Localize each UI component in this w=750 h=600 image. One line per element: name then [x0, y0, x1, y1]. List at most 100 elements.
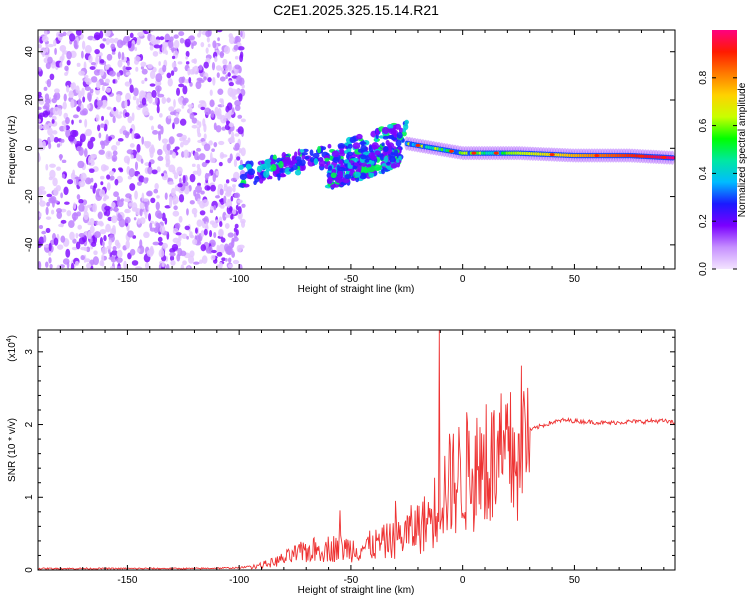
heatmap-cell	[53, 237, 59, 246]
heatmap-cell	[158, 132, 162, 141]
heatmap-cell	[141, 68, 148, 75]
heatmap-cell	[165, 158, 171, 166]
heatmap-cell	[42, 124, 50, 131]
heatmap-cell	[173, 117, 180, 125]
heatmap-cell	[126, 149, 134, 155]
heatmap-cell	[260, 163, 268, 170]
heatmap-cell	[227, 232, 234, 238]
heatmap-cell	[207, 43, 211, 48]
heatmap-cell	[46, 193, 53, 198]
heatmap-cell	[106, 245, 112, 250]
heatmap-cell	[159, 36, 165, 41]
heatmap-cell	[206, 186, 211, 191]
heatmap-cell	[191, 124, 198, 129]
heatmap-cell	[373, 164, 382, 172]
heatmap-cell	[208, 109, 212, 114]
heatmap-cell	[38, 66, 42, 72]
heatmap-cell	[52, 106, 60, 116]
heatmap-cell	[219, 98, 223, 103]
snr-x-tick-label: 50	[569, 575, 581, 586]
snr-scale-exponent: 4	[6, 338, 13, 342]
heatmap-cell	[207, 77, 212, 83]
heatmap-cell	[176, 87, 181, 96]
heatmap-cell	[120, 198, 125, 202]
heatmap-cell	[304, 156, 310, 160]
heatmap-cell	[161, 260, 165, 268]
heatmap-cell	[147, 63, 153, 69]
heatmap-cell	[225, 74, 228, 80]
heatmap-cell	[175, 113, 179, 118]
heatmap-cell	[209, 206, 214, 211]
heatmap-cell	[63, 186, 69, 196]
heatmap-cell	[145, 202, 148, 211]
heatmap-cell	[185, 61, 190, 65]
heatmap-cell	[185, 50, 190, 58]
heatmap-cell	[188, 255, 195, 264]
heatmap-cell	[216, 244, 220, 253]
heatmap-cell	[171, 187, 176, 197]
heatmap-cell	[164, 192, 168, 200]
heatmap-cell	[79, 110, 87, 116]
heatmap-cell	[198, 121, 202, 128]
heatmap-cell	[205, 221, 209, 230]
heatmap-cell	[75, 85, 80, 94]
heatmap-cell	[100, 175, 105, 180]
heatmap-cell	[112, 150, 118, 156]
heatmap-cell	[94, 231, 101, 239]
heatmap-cell	[62, 31, 67, 37]
heatmap-cell	[125, 66, 132, 71]
heatmap-cell	[80, 254, 85, 261]
heatmap-cell	[268, 175, 273, 180]
heatmap-cell	[154, 96, 158, 105]
heatmap-cell	[47, 43, 54, 48]
heatmap-cell	[65, 116, 70, 125]
heatmap-cell	[62, 101, 67, 110]
heatmap-cell	[90, 136, 96, 142]
heatmap-cell	[70, 262, 75, 269]
heatmap-cell	[108, 38, 115, 44]
heatmap-cell	[208, 140, 213, 146]
heatmap-cell	[295, 156, 302, 161]
heatmap-cell	[89, 66, 96, 70]
heatmap-cell	[106, 174, 111, 180]
snr-y-axis-label: SNR (10 * v/v)	[7, 418, 18, 482]
heatmap-cell	[135, 266, 143, 269]
heatmap-cell	[77, 98, 82, 108]
heatmap-cell	[72, 202, 77, 210]
heatmap-cell	[161, 138, 169, 144]
heatmap-cell	[78, 119, 82, 124]
heatmap-cell	[178, 76, 184, 84]
heatmap-cell	[234, 88, 242, 95]
heatmap-cell	[155, 201, 160, 211]
heatmap-cell	[39, 196, 43, 203]
heatmap-cell	[240, 118, 246, 123]
heatmap-cell	[143, 231, 150, 239]
heatmap-cell	[220, 237, 226, 243]
heatmap-cell	[398, 155, 402, 160]
heatmap-y-tick-label: 20	[24, 94, 35, 106]
heatmap-cell	[86, 262, 92, 269]
heatmap-cell	[137, 181, 142, 186]
heatmap-cell	[347, 143, 353, 149]
heatmap-cell	[324, 157, 330, 162]
heatmap-cell	[80, 172, 87, 182]
heatmap-cell	[43, 86, 48, 91]
heatmap-cell	[109, 70, 116, 77]
heatmap-cell	[42, 140, 47, 149]
heatmap-cell	[165, 263, 170, 269]
heatmap-cell	[242, 183, 250, 188]
heatmap-cell	[219, 221, 223, 227]
heatmap-cell	[109, 175, 115, 181]
heatmap-cell	[146, 191, 152, 197]
heatmap-x-tick-label: 0	[460, 274, 466, 285]
snr-y-tick-label: 1	[24, 494, 35, 500]
heatmap-cell	[135, 135, 141, 139]
heatmap-cell	[51, 119, 55, 124]
heatmap-cell	[231, 208, 237, 215]
heatmap-cell	[209, 220, 216, 225]
heatmap-cell	[132, 95, 137, 101]
heatmap-cell	[96, 99, 103, 108]
heatmap-cell	[284, 156, 291, 163]
heatmap-cell	[175, 232, 182, 236]
heatmap-cell	[63, 124, 67, 132]
